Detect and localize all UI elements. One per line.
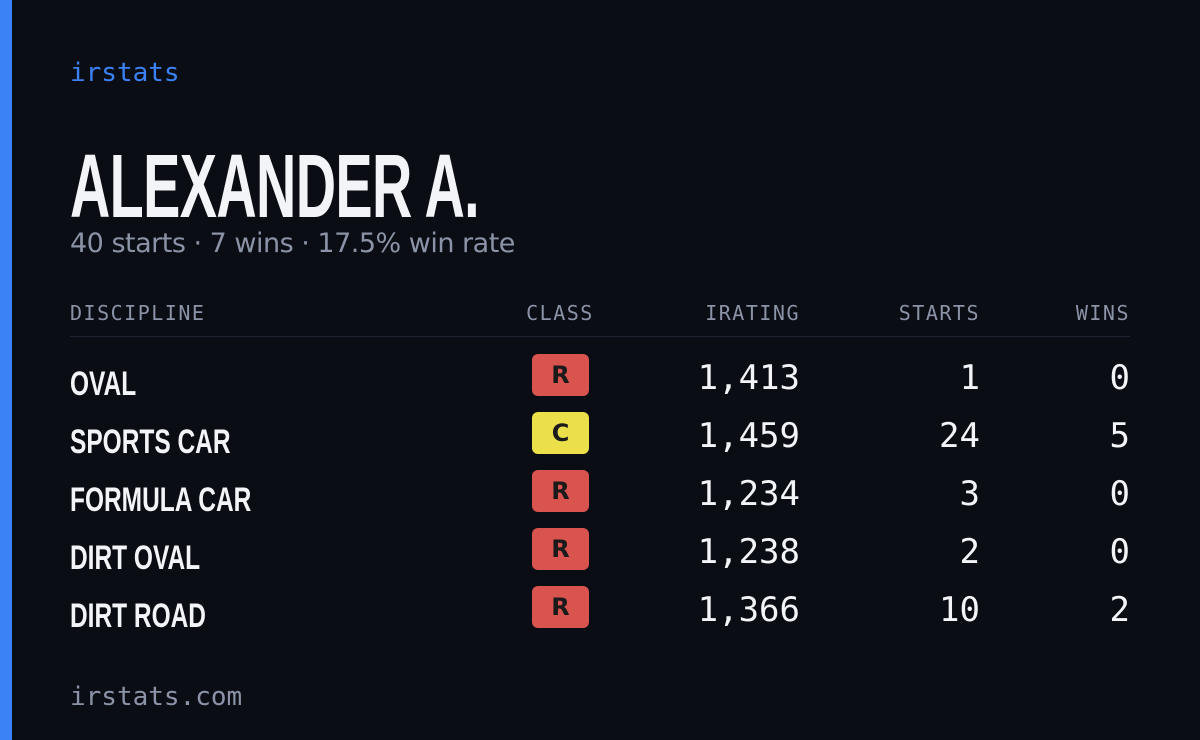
discipline: FORMULA CAR	[70, 481, 252, 519]
class-badge: R	[532, 470, 589, 512]
discipline: DIRT OVAL	[70, 539, 201, 577]
class-badge: R	[532, 586, 589, 628]
irating: 1,238	[697, 532, 800, 572]
starts: 2	[959, 532, 980, 572]
wins: 0	[1109, 474, 1130, 514]
irating: 1,413	[697, 358, 800, 398]
column-header: CLASS	[526, 301, 594, 325]
class-badge: C	[532, 412, 589, 454]
wins: 5	[1109, 416, 1130, 456]
starts: 3	[959, 474, 980, 514]
driver-name: ALEXANDER A.	[70, 137, 480, 237]
starts: 1	[959, 358, 980, 398]
wins: 0	[1109, 532, 1130, 572]
discipline: OVAL	[70, 365, 137, 403]
wins: 2	[1109, 590, 1130, 630]
class-badge: R	[532, 354, 589, 396]
irating: 1,234	[697, 474, 800, 514]
column-header: IRATING	[705, 301, 800, 325]
column-header: STARTS	[898, 301, 980, 325]
accent-bar	[0, 0, 12, 740]
header-rule	[70, 336, 1130, 337]
discipline: DIRT ROAD	[70, 597, 207, 635]
wins: 0	[1109, 358, 1130, 398]
column-header: DISCIPLINE	[70, 301, 206, 325]
driver-summary: 40 starts · 7 wins · 17.5% win rate	[70, 228, 515, 259]
irating: 1,459	[697, 416, 800, 456]
irating: 1,366	[697, 590, 800, 630]
column-header: WINS	[1075, 301, 1130, 325]
starts: 24	[939, 416, 980, 456]
brand: irstats	[70, 58, 180, 88]
footer: irstats.com	[70, 682, 243, 712]
discipline: SPORTS CAR	[70, 423, 231, 461]
class-badge: R	[532, 528, 589, 570]
starts: 10	[939, 590, 980, 630]
